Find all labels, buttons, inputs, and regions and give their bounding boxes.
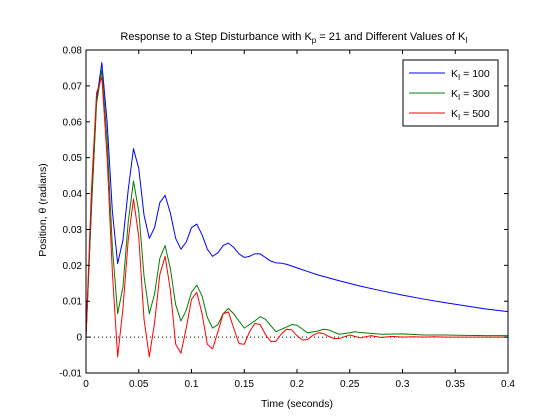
y-tick-label: 0.07 [63,81,83,92]
x-tick-label: 0.4 [501,379,515,390]
legend-label-1: KI = 300 [451,88,490,102]
x-tick-label: 0.1 [185,379,199,390]
y-tick-label: 0.01 [63,297,83,308]
x-tick-label: 0.2 [290,379,304,390]
y-tick-label: -0.01 [59,369,82,380]
y-tick-label: 0.02 [63,261,83,272]
y-tick-label: 0.04 [63,189,83,200]
x-axis-label: Time (seconds) [261,398,333,410]
legend: KI = 100 KI = 300 KI = 500 [402,59,499,127]
x-tick-label: 0 [83,379,89,390]
x-tick-label: 0.35 [446,379,466,390]
series-line-1 [85,69,508,338]
series-line-0 [85,62,509,338]
series-line-2 [85,76,508,358]
legend-label-0: KI = 100 [451,68,490,82]
y-tick-label: 0 [76,333,82,344]
chart-title: Response to a Step Disturbance with Kp =… [120,31,467,45]
legend-label-2: KI = 500 [451,108,490,122]
x-tick-label: 0.3 [396,379,410,390]
x-tick-label: 0.05 [129,379,149,390]
x-tick-label: 0.15 [235,379,255,390]
y-tick-label: 0.05 [63,153,83,164]
x-tick-label: 0.25 [340,379,360,390]
y-axis-label: Position, θ (radians) [37,163,49,256]
y-tick-label: 0.03 [63,225,83,236]
y-tick-label: 0.06 [63,117,83,128]
y-tick-label: 0.08 [63,46,83,57]
